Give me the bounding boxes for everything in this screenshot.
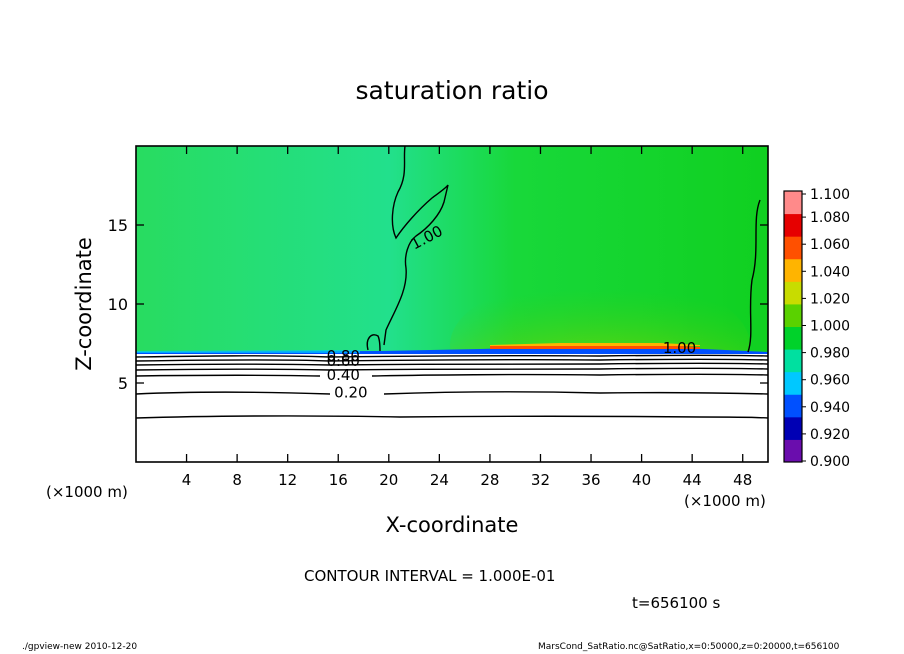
- contour-lines: [136, 146, 768, 419]
- dry-lower-layer: [136, 352, 768, 462]
- colorbar-swatch: [784, 213, 802, 237]
- contour-label-layer: 1.001.000.800.600.400.20: [327, 222, 697, 402]
- x-tick-label: 44: [683, 471, 702, 489]
- x-tick-label: 16: [329, 471, 348, 489]
- footer-left: ./gpview-new 2010-12-20: [22, 642, 138, 652]
- y-axis: 5 10 15: [108, 216, 768, 393]
- colorbar-swatch: [784, 439, 802, 463]
- x-tick-label: 32: [531, 471, 550, 489]
- x-tick-label: 12: [278, 471, 297, 489]
- colorbar-swatch: [784, 326, 802, 350]
- colorbar-label: 1.060: [810, 237, 850, 253]
- heatmap-field: [136, 146, 768, 462]
- x-tick-label: 24: [430, 471, 449, 489]
- colorbar: 0.900 0.920 0.940 0.960 0.980 1.000 1.020 1.040…: [783, 187, 850, 470]
- contour-label: 0.20: [334, 383, 367, 401]
- colorbar-label: 1.020: [810, 291, 850, 307]
- x-tick-label: 48: [733, 471, 752, 489]
- colorbar-label: 1.080: [810, 210, 850, 226]
- contour-1-00-line: [383, 146, 449, 346]
- chart-title: saturation ratio: [355, 76, 549, 105]
- contour-label: 0.40: [327, 366, 360, 384]
- colorbar-swatch: [784, 349, 802, 373]
- x-tick-label: 8: [232, 471, 242, 489]
- x-tick-label: 4: [182, 471, 192, 489]
- colorbar-label: 0.920: [810, 427, 850, 443]
- colorbar-swatch: [784, 416, 802, 440]
- y-axis-label: Z-coordinate: [72, 237, 96, 371]
- x-axis-label: X-coordinate: [385, 513, 519, 537]
- colorbar-label: 1.100: [810, 187, 850, 203]
- colorbar-label: 0.900: [810, 454, 850, 470]
- colorbar-label: 1.000: [810, 319, 850, 335]
- x-tick-label: 36: [581, 471, 600, 489]
- contour-interval-text: CONTOUR INTERVAL = 1.000E-01: [304, 567, 556, 585]
- y-tick-label: 10: [108, 295, 128, 314]
- contour-label: 1.00: [663, 339, 696, 357]
- x-tick-label: 20: [379, 471, 398, 489]
- contour-label: 0.80: [327, 347, 360, 365]
- contour-label: 0.60: [327, 352, 360, 370]
- y-tick-label: 15: [108, 216, 128, 235]
- x-unit-note-right: (×1000 m): [684, 492, 766, 510]
- colorbar-label: 0.940: [810, 400, 850, 416]
- colorbar-swatch: [784, 394, 802, 418]
- footer-right: MarsCond_SatRatio.nc@SatRatio,x=0:50000,…: [538, 642, 840, 652]
- colorbar-swatch: [784, 236, 802, 260]
- colorbar-label: 1.040: [810, 264, 850, 280]
- colorbar-swatch: [784, 258, 802, 282]
- x-unit-note-left: (×1000 m): [46, 483, 128, 501]
- colorbar-label: 0.960: [810, 373, 850, 389]
- colorbar-label: 0.980: [810, 346, 850, 362]
- colorbar-swatch: [784, 371, 802, 395]
- colorbar-swatch: [784, 281, 802, 305]
- colorbar-swatch: [784, 303, 802, 327]
- x-tick-label: 40: [632, 471, 651, 489]
- y-tick-label: 5: [118, 374, 128, 393]
- x-axis: 4 8 12 16 20 24 28 32 36 40 44 48: [182, 146, 752, 489]
- time-label: t=656100 s: [632, 594, 721, 612]
- colorbar-swatch: [784, 191, 802, 215]
- x-tick-label: 28: [480, 471, 499, 489]
- colorbar-frame: [783, 190, 803, 463]
